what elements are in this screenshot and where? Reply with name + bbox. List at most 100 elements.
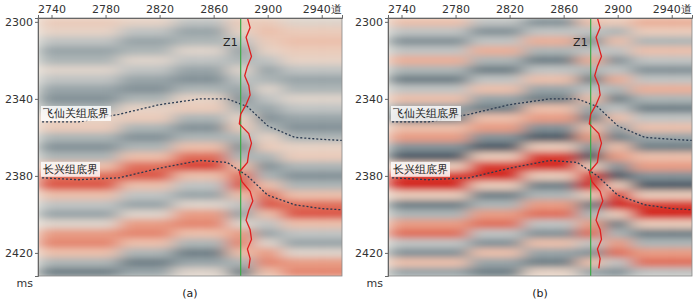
amplitude-cell [200,161,228,171]
amplitude-cell [550,18,578,27]
amplitude-cell [496,152,524,162]
amplitude-cell [281,56,309,66]
amplitude-cell [685,75,692,85]
plot-area [38,18,342,276]
amplitude-cell [119,210,147,220]
amplitude-cell [631,18,659,27]
x-tick: 2740 [388,3,416,18]
amplitude-cell [496,219,524,229]
amplitude-cell [523,258,551,268]
y-tick-label: 2340 [355,93,383,106]
amplitude-cell [65,238,93,248]
amplitude-cell [415,248,443,258]
x-tick-label: 2780 [442,3,470,16]
amplitude-cell [415,94,443,104]
amplitude-cell [254,210,282,220]
amplitude-cell [442,56,470,66]
amplitude-cell [496,104,524,114]
amplitude-cell [308,56,336,66]
amplitude-cell [200,123,228,133]
horizon-label-group: 飞仙关组底界 [391,106,461,121]
amplitude-cell [146,210,174,220]
amplitude-cell [335,36,342,46]
amplitude-cell [415,152,443,162]
amplitude-cell [92,46,120,56]
amplitude-cell [658,104,686,114]
amplitude-cell [415,46,443,56]
y-tick: 2380 [5,170,38,183]
amplitude-cell [92,152,120,162]
amplitude-cell [685,171,692,181]
y-tick: 2340 [355,93,388,106]
amplitude-cell [92,219,120,229]
amplitude-cell [685,94,692,104]
amplitude-cell [523,161,551,171]
amplitude-cell [308,18,336,27]
amplitude-cell [92,123,120,133]
amplitude-cell [308,171,336,181]
amplitude-cell [146,190,174,200]
amplitude-cell [308,229,336,239]
amplitude-cell [335,65,342,75]
amplitude-cell [92,27,120,37]
amplitude-cell [523,229,551,239]
amplitude-cell [469,94,497,104]
amplitude-cell [631,36,659,46]
amplitude-cell [658,210,686,220]
amplitude-cell [281,267,309,276]
amplitude-cell [523,142,551,152]
amplitude-cell [146,171,174,181]
amplitude-cell [146,238,174,248]
amplitude-cell [92,229,120,239]
amplitude-cell [173,161,201,171]
amplitude-cell [415,18,443,27]
amplitude-cell [119,200,147,210]
amplitude-cell [523,75,551,85]
amplitude-cell [308,94,336,104]
amplitude-cell [658,94,686,104]
amplitude-cell [146,181,174,191]
amplitude-cell [442,229,470,239]
amplitude-cell [415,75,443,85]
amplitude-cell [92,36,120,46]
amplitude-cell [496,248,524,258]
amplitude-cell [65,84,93,94]
amplitude-cell [604,181,632,191]
y-tick-mark [385,99,388,100]
amplitude-cell [146,65,174,75]
amplitude-cell [146,75,174,85]
amplitude-cell [254,152,282,162]
amplitude-cell [658,113,686,123]
panel: 274027802820286029002940道230023402380242… [355,3,700,300]
amplitude-cell [388,238,416,248]
amplitude-cell [335,46,342,56]
amplitude-cell [92,56,120,66]
amplitude-cell [65,133,93,143]
y-tick-label: 2340 [5,93,33,106]
amplitude-cell [442,65,470,75]
amplitude-cell [604,248,632,258]
amplitude-cell [38,200,66,210]
amplitude-cell [173,113,201,123]
amplitude-cell [523,18,551,27]
amplitude-cell [173,27,201,37]
amplitude-cell [496,36,524,46]
amplitude-cell [281,36,309,46]
x-tick: 2820 [496,3,524,18]
amplitude-cell [388,142,416,152]
amplitude-cell [631,142,659,152]
amplitude-cell [38,27,66,37]
amplitude-cell [685,142,692,152]
amplitude-cell [200,248,228,258]
label-box [391,106,461,121]
amplitude-cell [550,65,578,75]
amplitude-cell [173,219,201,229]
amplitude-cell [550,190,578,200]
x-tick-label: 2900 [604,3,632,16]
amplitude-cell [335,104,342,114]
amplitude-cell [523,113,551,123]
amplitude-cell [550,238,578,248]
amplitude-cell [469,27,497,37]
y-tick: 2300 [355,16,388,29]
amplitude-cell [173,46,201,56]
